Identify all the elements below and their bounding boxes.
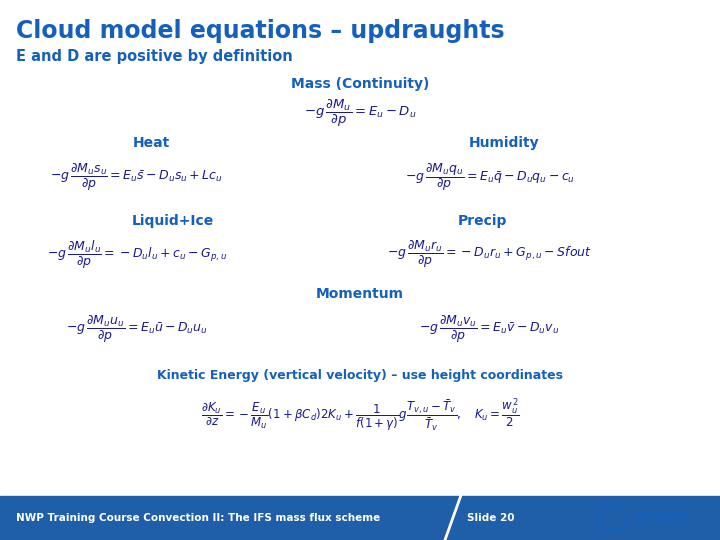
Text: Cloud model equations – updraughts: Cloud model equations – updraughts [16,19,505,43]
Text: Slide 20: Slide 20 [467,513,514,523]
Bar [0,496,720,540]
Text: $-g\,\dfrac{\partial M_u r_u}{\partial p} = -D_u r_u + G_{p,u} - Sfout$: $-g\,\dfrac{\partial M_u r_u}{\partial p… [387,239,592,271]
Text: $-g\,\dfrac{\partial M_u u_u}{\partial p} = E_u\bar{u} - D_u u_u$: $-g\,\dfrac{\partial M_u u_u}{\partial p… [66,314,208,345]
Text: ECMWF: ECMWF [637,511,690,524]
Text: $\dfrac{\partial K_u}{\partial z} = -\dfrac{E_u}{M_u}(1+\beta C_d)2K_u + \dfrac{: $\dfrac{\partial K_u}{\partial z} = -\df… [201,397,519,435]
Text: Mass (Continuity): Mass (Continuity) [291,77,429,91]
Text: Kinetic Energy (vertical velocity) – use height coordinates: Kinetic Energy (vertical velocity) – use… [157,369,563,382]
Text: $-g\,\dfrac{\partial M_u q_u}{\partial p} = E_u\bar{q} - D_u q_u - c_u$: $-g\,\dfrac{\partial M_u q_u}{\partial p… [405,161,575,193]
Text: Liquid+Ice: Liquid+Ice [132,214,214,228]
Text: E and D are positive by definition: E and D are positive by definition [16,49,292,64]
Text: Humidity: Humidity [469,136,539,150]
Text: Momentum: Momentum [316,287,404,301]
Text: Precip: Precip [458,214,507,228]
Text: $-g\,\dfrac{\partial M_u l_u}{\partial p} = -D_u l_u + c_u - G_{p,u}$: $-g\,\dfrac{\partial M_u l_u}{\partial p… [47,239,227,271]
Text: NWP Training Course Convection II: The IFS mass flux scheme: NWP Training Course Convection II: The I… [16,513,380,523]
Text: Heat: Heat [132,136,170,150]
Text: $-g\,\dfrac{\partial M_u s_u}{\partial p} = E_u\bar{s} - D_u s_u + Lc_u$: $-g\,\dfrac{\partial M_u s_u}{\partial p… [50,161,223,193]
Text: $-g\,\dfrac{\partial M_u}{\partial p} = E_u - D_u$: $-g\,\dfrac{\partial M_u}{\partial p} = … [304,98,416,129]
Text: $-g\,\dfrac{\partial M_u v_u}{\partial p} = E_u\bar{v} - D_u v_u$: $-g\,\dfrac{\partial M_u v_u}{\partial p… [420,314,559,345]
